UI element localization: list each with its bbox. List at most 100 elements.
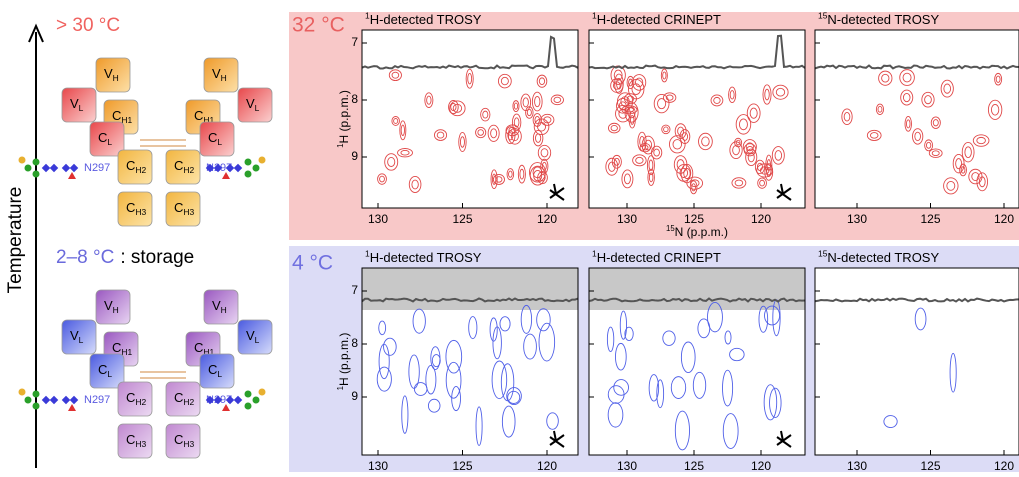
y-tick-label: 7 [351, 283, 358, 297]
contour [434, 129, 448, 141]
contour [508, 128, 522, 145]
contour [990, 104, 1000, 116]
domain-label-part: H2 [183, 165, 194, 175]
contour [972, 134, 990, 147]
glycan-sugar [18, 156, 26, 164]
contour [775, 87, 786, 97]
contour [734, 137, 743, 148]
contour [449, 100, 466, 117]
domain-label: CH1 [194, 340, 214, 357]
glycan-sugar [32, 158, 40, 166]
x-axis-label-part: 15 [666, 224, 675, 233]
contour [383, 337, 397, 356]
contour [397, 148, 413, 158]
glycan-sugar [205, 395, 215, 405]
contour [952, 154, 965, 174]
glycan-sugar [233, 395, 243, 405]
contour [534, 116, 541, 124]
contour [506, 387, 522, 406]
contour [902, 93, 911, 103]
contour [762, 84, 772, 105]
domain-label: CL [208, 362, 222, 379]
x-tick-label: 120 [537, 212, 557, 226]
row-temperature: 4 °C [292, 252, 333, 275]
method-title-part: 1 [592, 11, 597, 21]
domain-label-part: L [79, 103, 84, 113]
contour [949, 352, 957, 393]
contour [376, 366, 392, 392]
antibody-temperature: > 30 °C [56, 15, 120, 36]
contour [883, 415, 898, 428]
contour [648, 374, 660, 402]
contour [749, 107, 758, 119]
contour [613, 69, 623, 81]
contour [615, 342, 627, 371]
method-title-part: 1 [365, 249, 370, 259]
domain-label: VH [104, 298, 119, 315]
row-temperature: 32 °C [292, 14, 345, 37]
contour [641, 144, 649, 151]
contour [766, 159, 771, 171]
contour [613, 379, 629, 396]
domain-label-part: C [126, 200, 135, 215]
contour [679, 167, 689, 178]
contour [627, 106, 636, 119]
contour [731, 177, 747, 189]
contour [400, 124, 405, 136]
trace-1d [814, 64, 1019, 70]
contour [393, 118, 399, 124]
domain-label-part: H [113, 73, 119, 83]
orientation-icon [776, 183, 792, 201]
contour [665, 94, 674, 101]
contour [529, 162, 546, 183]
spectrum-panel: 130 125 120 [588, 267, 806, 473]
domain-label-part: C [208, 362, 217, 377]
contour [754, 159, 765, 175]
domain-label-part: L [107, 137, 112, 147]
contour [639, 142, 651, 153]
domain-label-part: H3 [135, 439, 146, 449]
orientation-icon [776, 430, 792, 448]
contour [757, 177, 767, 189]
contour [628, 78, 633, 87]
contour [647, 168, 655, 186]
contour [387, 156, 396, 167]
contour [490, 169, 498, 190]
domain-box [117, 423, 153, 459]
y-axis-label-part: 1 [336, 144, 345, 148]
domain-box [165, 149, 201, 185]
contour [391, 116, 400, 126]
domain-label-part: H2 [135, 165, 146, 175]
contour [739, 118, 748, 131]
contour [710, 94, 724, 107]
domain-label-part: C [194, 108, 203, 123]
domain-label-part: L [107, 369, 112, 379]
domain-label-part: C [174, 200, 183, 215]
spectrum-panel: 130 125 120 [814, 29, 1019, 226]
domain-label: VL [70, 328, 84, 345]
contour [843, 112, 851, 122]
glycan-sugar [69, 395, 79, 405]
domain-label-part: L [217, 369, 222, 379]
contour [523, 333, 537, 360]
y-axis-label-part: 1 [336, 386, 345, 390]
contour [663, 126, 669, 133]
contour [536, 308, 551, 332]
contour [713, 96, 721, 104]
method-title: 1H-detected TROSY [365, 249, 482, 266]
x-tick-label: 120 [537, 459, 557, 472]
method-title-part: N-detected TROSY [827, 250, 939, 265]
contour [899, 69, 915, 86]
panel-frame [361, 267, 579, 456]
x-tick-label: 130 [847, 212, 867, 226]
contour [764, 305, 781, 326]
contour [772, 84, 789, 100]
contour [701, 136, 710, 147]
contour [914, 131, 921, 142]
domain-box [61, 319, 97, 355]
domain-label-part: C [112, 340, 121, 355]
contour [613, 157, 620, 166]
glycan-sugar [225, 163, 235, 173]
contour [680, 341, 696, 373]
contour [621, 169, 634, 189]
